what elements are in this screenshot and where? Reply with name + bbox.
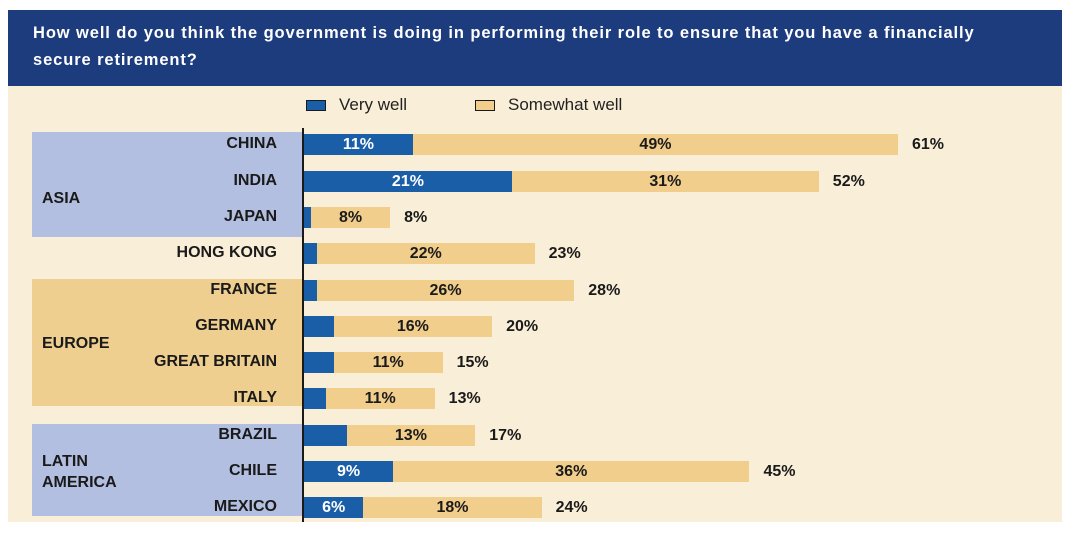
- category-label-italy: ITALY: [233, 389, 277, 406]
- chart-panel: How well do you think the government is …: [8, 10, 1062, 522]
- total-label-hong-kong: 23%: [548, 245, 581, 262]
- total-label-chile: 45%: [763, 463, 796, 480]
- group-label-latin-america: LATIN AMERICA: [42, 453, 117, 491]
- total-label-great-britain: 15%: [456, 354, 489, 371]
- group-label-asia: ASIA: [42, 190, 81, 207]
- bar-very-well-italy: [304, 388, 326, 409]
- total-label-brazil: 17%: [489, 427, 522, 444]
- group-label-europe: EUROPE: [42, 335, 110, 352]
- total-label-mexico: 24%: [555, 499, 588, 516]
- category-label-brazil: BRAZIL: [218, 426, 277, 443]
- legend-label-somewhat-well: Somewhat well: [508, 95, 623, 114]
- group-band-europe: [32, 279, 303, 406]
- title-banner: How well do you think the government is …: [8, 10, 1062, 86]
- category-label-france: FRANCE: [210, 281, 277, 298]
- total-label-china: 61%: [912, 136, 945, 153]
- total-label-india: 52%: [832, 173, 865, 190]
- legend-item-somewhat-well: Somewhat well: [475, 94, 622, 116]
- bar-somewhat-well-france: 26%: [316, 280, 575, 301]
- category-label-mexico: MEXICO: [213, 498, 277, 515]
- bar-very-well-france: [304, 280, 317, 301]
- bar-somewhat-well-chile: 36%: [393, 461, 750, 482]
- total-label-japan: 8%: [404, 209, 428, 226]
- bar-very-well-brazil: [304, 425, 347, 446]
- y-axis-line: [302, 128, 304, 522]
- bar-somewhat-well-germany: 16%: [333, 316, 493, 337]
- bar-very-well-chile: 9%: [304, 461, 394, 482]
- bar-very-well-great-britain: [304, 352, 334, 373]
- bar-somewhat-well-great-britain: 11%: [333, 352, 443, 373]
- category-label-great-britain: GREAT BRITAIN: [154, 353, 277, 370]
- category-label-hong-kong: HONG KONG: [176, 244, 277, 261]
- bar-very-well-india: 21%: [304, 171, 512, 192]
- total-label-italy: 13%: [448, 390, 481, 407]
- category-label-germany: GERMANY: [195, 317, 277, 334]
- legend: Very well Somewhat well: [8, 94, 1062, 116]
- bar-somewhat-well-mexico: 18%: [363, 497, 542, 518]
- bar-very-well-hong-kong: [304, 243, 317, 264]
- bar-somewhat-well-hong-kong: 22%: [316, 243, 535, 264]
- bar-somewhat-well-india: 31%: [511, 171, 819, 192]
- bar-very-well-mexico: 6%: [304, 497, 364, 518]
- group-band-latin-america: [32, 424, 303, 516]
- legend-item-very-well: Very well: [306, 94, 407, 116]
- category-label-india: INDIA: [233, 172, 277, 189]
- category-label-chile: CHILE: [229, 462, 277, 479]
- group-band-asia: [32, 132, 303, 237]
- chart-title: How well do you think the government is …: [33, 24, 975, 69]
- category-label-china: CHINA: [226, 135, 277, 152]
- bar-very-well-china: 11%: [304, 134, 413, 155]
- bar-somewhat-well-brazil: 13%: [346, 425, 476, 446]
- bar-somewhat-well-china: 49%: [412, 134, 898, 155]
- bar-very-well-germany: [304, 316, 334, 337]
- bar-somewhat-well-italy: 11%: [325, 388, 435, 409]
- bar-very-well-japan: [304, 207, 311, 228]
- legend-swatch-somewhat-well: [475, 99, 495, 111]
- total-label-germany: 20%: [506, 318, 539, 335]
- bar-somewhat-well-japan: 8%: [310, 207, 391, 228]
- legend-label-very-well: Very well: [339, 95, 408, 114]
- legend-swatch-very-well: [306, 99, 326, 111]
- category-label-japan: JAPAN: [223, 208, 277, 225]
- total-label-france: 28%: [588, 282, 621, 299]
